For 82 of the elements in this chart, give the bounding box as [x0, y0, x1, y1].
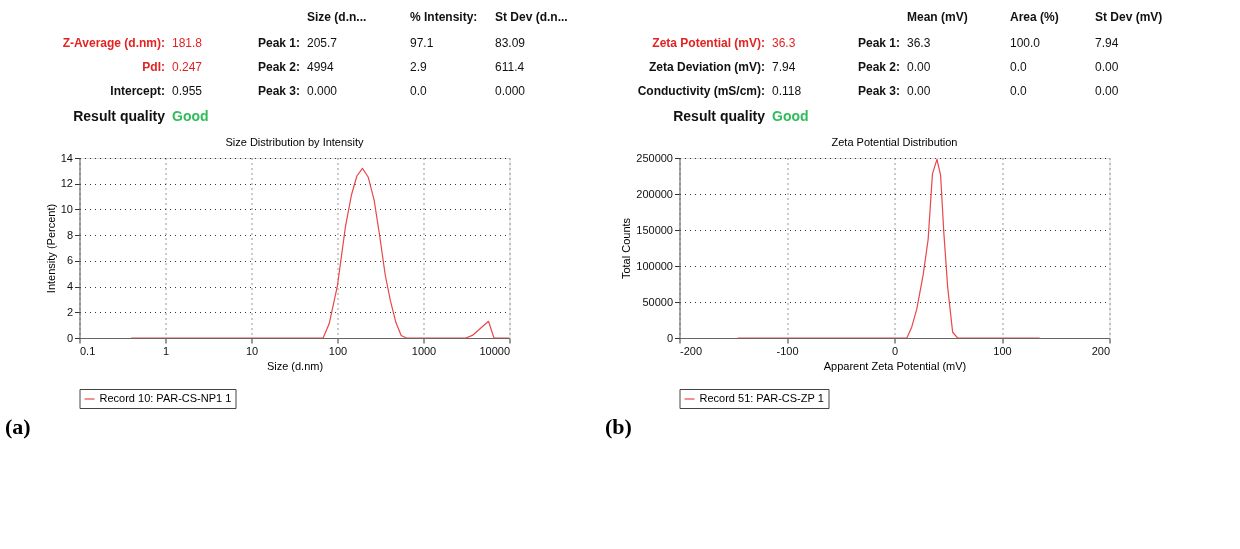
y-tick-label: 8 — [66, 228, 73, 241]
x-tick-label: 200 — [1091, 344, 1110, 357]
text: Peak 3: — [857, 84, 900, 98]
text: Conductivity (mS/cm): — [637, 84, 765, 98]
text: 36.3 — [907, 36, 931, 50]
text: Good — [172, 108, 209, 124]
text: Intercept: — [110, 84, 165, 98]
text: Peak 1: — [257, 36, 300, 50]
text: 0.955 — [172, 84, 203, 98]
text: 0.0 — [1010, 84, 1028, 98]
text: (b) — [605, 414, 632, 439]
y-tick-label: 100000 — [636, 259, 673, 272]
chart-title: Zeta Potential Distribution — [831, 136, 958, 148]
y-axis-title: Intensity (Percent) — [44, 203, 57, 294]
text: 100.0 — [1010, 36, 1041, 50]
legend-label: Record 51: PAR-CS-ZP 1 — [699, 392, 824, 404]
x-tick-label: 0.1 — [80, 344, 96, 357]
text: 0.118 — [772, 84, 802, 98]
x-tick-label: 1000 — [411, 344, 437, 357]
text: St Dev (mV) — [1095, 10, 1163, 24]
text: 97.1 — [410, 36, 434, 50]
x-axis-title: Size (d.nm) — [266, 359, 324, 372]
text: 0.00 — [907, 84, 931, 98]
x-tick-label: -200 — [680, 344, 703, 357]
chart-title: Size Distribution by Intensity — [225, 136, 365, 148]
text: 0.00 — [1095, 60, 1119, 74]
text: (a) — [5, 414, 31, 439]
text: 0.00 — [907, 60, 931, 74]
text: 2.9 — [410, 60, 428, 74]
text: Area (%) — [1010, 10, 1059, 24]
x-tick-label: -100 — [776, 344, 799, 357]
text: Mean (mV) — [907, 10, 968, 24]
text: 205.7 — [307, 36, 338, 50]
text: Peak 1: — [857, 36, 900, 50]
y-tick-label: 4 — [66, 280, 73, 293]
text: % Intensity: — [410, 10, 478, 24]
text: 0.00 — [1095, 84, 1119, 98]
text: Size (d.n... — [307, 10, 367, 24]
y-tick-label: 250000 — [636, 151, 673, 164]
x-axis-title: Apparent Zeta Potential (mV) — [823, 359, 967, 372]
text: 181.8 — [172, 36, 203, 50]
text: Zeta Potential (mV): — [652, 36, 765, 50]
text: 0.247 — [172, 60, 203, 74]
text: 611.4 — [495, 60, 525, 74]
y-tick-label: 50000 — [642, 295, 673, 308]
x-tick-label: 100 — [993, 344, 1012, 357]
text: 36.3 — [772, 36, 796, 50]
y-tick-label: 14 — [60, 151, 73, 164]
text: 7.94 — [772, 60, 796, 74]
y-tick-label: 150000 — [636, 223, 673, 236]
text: 83.09 — [495, 36, 526, 50]
x-tick-label: 10 — [245, 344, 259, 357]
text: Peak 2: — [257, 60, 300, 74]
text: Result quality — [73, 108, 166, 124]
x-tick-label: 1 — [162, 344, 170, 357]
text: 0.0 — [410, 84, 428, 98]
text: 0.0 — [1010, 60, 1028, 74]
text: 4994 — [307, 60, 335, 74]
text: Good — [772, 108, 809, 124]
text: Zeta Deviation (mV): — [648, 60, 765, 74]
x-tick-label: 100 — [328, 344, 348, 357]
x-tick-label: 0 — [891, 344, 899, 357]
y-tick-label: 0 — [666, 331, 673, 344]
x-tick-label: 10000 — [479, 344, 510, 357]
y-tick-label: 200000 — [636, 187, 673, 200]
y-tick-label: 0 — [66, 331, 73, 344]
text: St Dev (d.n... — [495, 10, 568, 24]
y-tick-label: 6 — [66, 254, 73, 267]
text: 7.94 — [1095, 36, 1119, 50]
text: Z-Average (d.nm): — [62, 36, 165, 50]
text: 0.000 — [307, 84, 338, 98]
text: Result quality — [673, 108, 766, 124]
text: 0.000 — [495, 84, 526, 98]
y-tick-label: 2 — [66, 305, 73, 318]
text: PdI: — [142, 60, 165, 74]
legend-label: Record 10: PAR-CS-NP1 1 — [99, 392, 232, 404]
y-tick-label: 12 — [60, 177, 73, 190]
text: Peak 2: — [857, 60, 900, 74]
y-tick-label: 10 — [60, 202, 73, 215]
line-series — [736, 158, 1041, 338]
text: Peak 3: — [257, 84, 300, 98]
y-axis-title: Total Counts — [620, 217, 633, 280]
